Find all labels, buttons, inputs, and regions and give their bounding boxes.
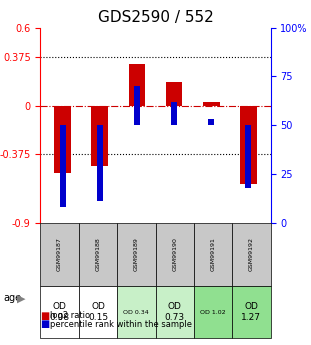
FancyBboxPatch shape [156, 223, 194, 286]
Text: GSM99187: GSM99187 [57, 238, 62, 272]
Bar [208, 119, 214, 125]
FancyBboxPatch shape [156, 286, 194, 338]
Text: ■: ■ [40, 319, 50, 329]
FancyBboxPatch shape [194, 286, 232, 338]
Text: GSM99191: GSM99191 [211, 238, 216, 272]
Bar [240, 106, 257, 184]
Text: OD
0.73: OD 0.73 [165, 303, 185, 322]
FancyBboxPatch shape [194, 223, 232, 286]
Title: GDS2590 / 552: GDS2590 / 552 [98, 10, 213, 25]
FancyBboxPatch shape [117, 223, 156, 286]
Bar [171, 102, 177, 125]
Text: OD 1.02: OD 1.02 [200, 310, 226, 315]
Text: OD
1.27: OD 1.27 [241, 303, 261, 322]
Bar [54, 106, 71, 173]
FancyBboxPatch shape [79, 286, 117, 338]
Text: percentile rank within the sample: percentile rank within the sample [50, 320, 192, 329]
Bar [97, 125, 103, 201]
Text: OD
0.15: OD 0.15 [88, 303, 108, 322]
Text: GSM99192: GSM99192 [249, 237, 254, 272]
Text: GSM99190: GSM99190 [172, 238, 177, 272]
Text: OD
0.08: OD 0.08 [49, 303, 70, 322]
FancyBboxPatch shape [40, 223, 79, 286]
Bar [203, 102, 220, 106]
Bar [134, 86, 140, 125]
Text: GSM99188: GSM99188 [95, 238, 100, 272]
FancyBboxPatch shape [232, 286, 271, 338]
FancyBboxPatch shape [79, 223, 117, 286]
Text: age: age [3, 294, 21, 303]
FancyBboxPatch shape [117, 286, 156, 338]
Bar [60, 125, 66, 207]
Bar [166, 82, 183, 106]
FancyBboxPatch shape [232, 223, 271, 286]
Bar [245, 125, 251, 188]
Bar [128, 64, 145, 106]
Text: GSM99189: GSM99189 [134, 238, 139, 272]
Text: ▶: ▶ [17, 294, 26, 303]
FancyBboxPatch shape [40, 286, 79, 338]
Text: ■: ■ [40, 311, 50, 321]
Bar [91, 106, 108, 166]
Text: log2 ratio: log2 ratio [50, 311, 90, 320]
Text: OD 0.34: OD 0.34 [123, 310, 149, 315]
